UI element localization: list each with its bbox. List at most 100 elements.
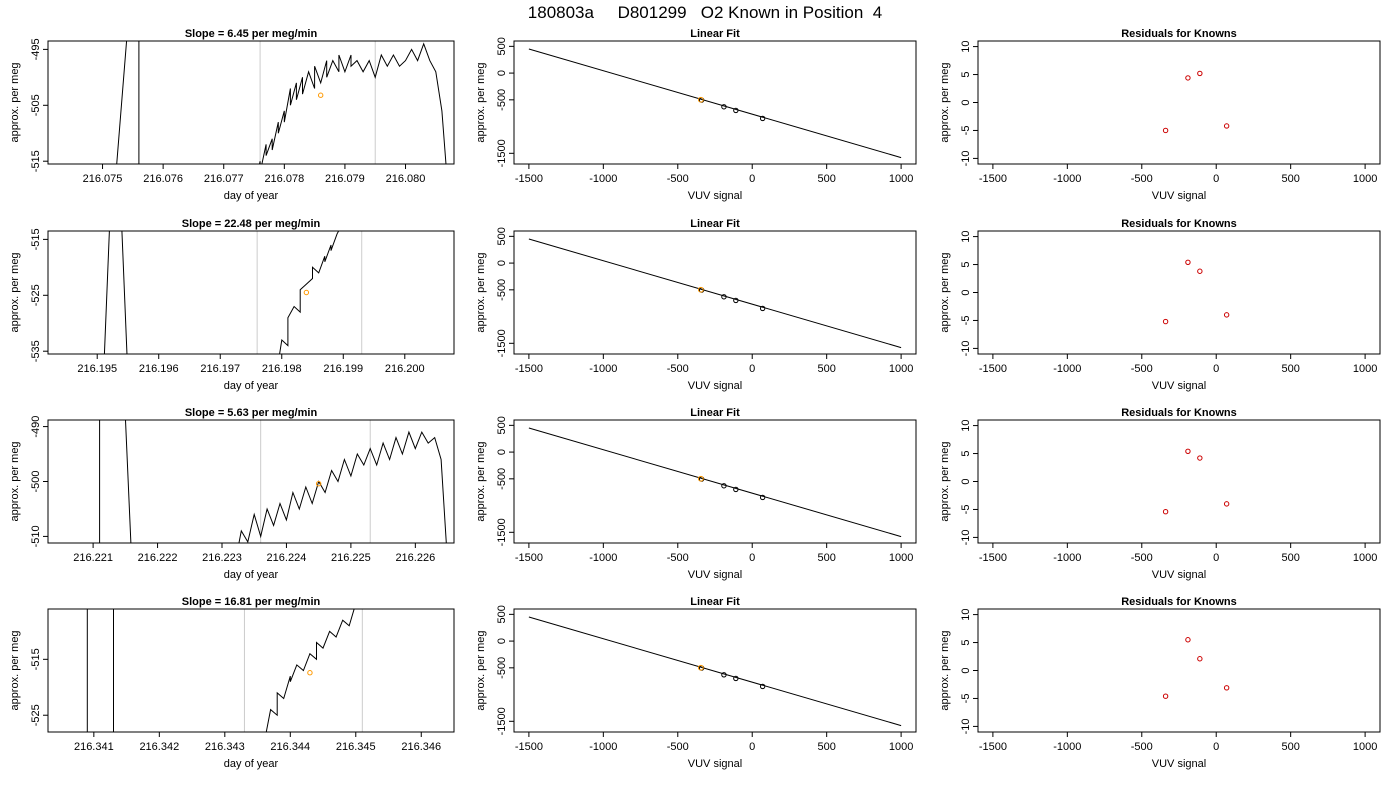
panel-r0-c2: Residuals for Knowns -1500 -1000 -500 0 500 10…: [939, 28, 1381, 202]
y-tick-label: 5: [960, 639, 972, 645]
y-tick-label: -10: [960, 150, 972, 166]
y-tick-label: -490: [30, 416, 42, 438]
y-tick-label: 10: [960, 40, 972, 52]
x-tick-label: 0: [749, 173, 755, 185]
y-tick-label: -500: [496, 657, 508, 679]
panel-r1-c1: Linear Fit -1500 -1000 -500 0 500 1000 500 0 -500…: [475, 218, 917, 392]
x-tick-label: 1000: [1353, 552, 1377, 564]
x-tick-label: 1000: [889, 741, 913, 753]
fit-point: [733, 675, 739, 682]
x-tick-label: -1000: [1053, 552, 1081, 564]
plot-area: [528, 427, 902, 538]
x-tick-label: 216.345: [336, 741, 376, 753]
y-tick-label: 10: [960, 230, 972, 242]
y-tick-label: 0: [960, 99, 972, 105]
y-tick-label: -495: [30, 38, 42, 60]
y-tick-label: 10: [960, 419, 972, 431]
figure-title: 180803a D801299 O2 Known in Position 4: [528, 3, 882, 22]
x-tick-label: -1000: [1053, 363, 1081, 375]
y-tick-label: 10: [960, 608, 972, 620]
x-tick-label: 500: [1281, 173, 1299, 185]
panel-r1-c2: Residuals for Knowns -1500 -1000 -500 0 500 10…: [939, 218, 1381, 392]
x-axis-label: VUV signal: [688, 380, 742, 392]
x-tick-label: 500: [1281, 552, 1299, 564]
y-tick-label: 500: [496, 605, 508, 623]
y-tick-label: 0: [960, 289, 972, 295]
residual-point: [1185, 637, 1191, 643]
x-tick-label: -500: [1131, 363, 1153, 375]
panel-r3-c2: Residuals for Knowns -1500 -1000 -500 0 500 10…: [939, 596, 1381, 770]
y-tick-label: 0: [496, 260, 508, 266]
y-tick-label: -10: [960, 529, 972, 545]
x-tick-label: -1500: [515, 552, 543, 564]
y-tick-label: -510: [30, 525, 42, 547]
y-axis-label: approx. per meg: [475, 62, 487, 142]
fit-line: [528, 48, 902, 159]
x-tick-label: 216.078: [264, 173, 304, 185]
fit-point: [733, 297, 739, 304]
known-highlight-point: [697, 475, 704, 482]
y-tick-label: -10: [960, 718, 972, 734]
fit-point: [721, 672, 727, 678]
panel-title: Linear Fit: [690, 407, 740, 419]
residual-point: [1162, 318, 1169, 325]
fit-point: [733, 486, 739, 493]
panel-title: Slope = 6.45 per meg/min: [185, 28, 318, 40]
x-tick-label: 0: [749, 552, 755, 564]
x-tick-label: 1000: [1353, 363, 1377, 375]
known-highlight-point: [697, 286, 704, 293]
plot-area: [86, 609, 363, 732]
residual-point: [1197, 656, 1203, 662]
x-tick-label: 216.341: [74, 741, 114, 753]
y-tick-label: 0: [960, 667, 972, 673]
x-tick-label: 0: [1213, 552, 1219, 564]
y-axis-label: approx. per meg: [939, 630, 951, 710]
plot-area: [528, 238, 902, 349]
panel-r3-c0: Slope = 16.81 per meg/min 216.341 216.342 2…: [9, 596, 455, 770]
panel-title: Residuals for Knowns: [1121, 28, 1237, 40]
plot-area: [1162, 448, 1230, 515]
panel-r1-c0: Slope = 22.48 per meg/min 216.195 216.196 2…: [9, 218, 455, 392]
x-tick-label: 216.196: [139, 363, 179, 375]
panel-r2-c1: Linear Fit -1500 -1000 -500 0 500 1000 500 0 -500…: [475, 407, 917, 581]
y-tick-label: 5: [960, 261, 972, 267]
x-tick-label: 216.079: [325, 173, 365, 185]
x-tick-label: -1000: [589, 173, 617, 185]
x-tick-label: 216.342: [139, 741, 179, 753]
plot-area: [1162, 259, 1230, 325]
known-point: [307, 670, 313, 676]
x-tick-label: 216.343: [205, 741, 245, 753]
x-tick-label: -1000: [1053, 173, 1081, 185]
plot-frame: [47, 40, 455, 165]
x-tick-label: 500: [817, 363, 835, 375]
x-tick-label: -1500: [979, 741, 1007, 753]
plot-frame: [977, 230, 1381, 355]
y-tick-label: -5: [960, 505, 972, 515]
x-tick-label: 216.077: [204, 173, 244, 185]
panel-title: Slope = 16.81 per meg/min: [182, 596, 321, 608]
residual-point: [1197, 70, 1203, 77]
residual-point: [1223, 123, 1230, 129]
y-tick-label: 5: [960, 450, 972, 456]
residual-point: [1223, 501, 1230, 507]
y-axis-label: approx. per meg: [939, 62, 951, 142]
residual-point: [1185, 259, 1191, 266]
x-tick-label: 216.080: [386, 173, 426, 185]
panel-r2-c0: Slope = 5.63 per meg/min 216.221 216.222 21…: [9, 407, 455, 581]
fit-line: [528, 427, 902, 538]
known-point: [315, 480, 322, 487]
y-tick-label: -515: [30, 228, 42, 250]
x-tick-label: -500: [667, 363, 689, 375]
fit-point: [759, 683, 766, 690]
x-tick-label: -1500: [515, 173, 543, 185]
y-tick-label: -500: [496, 279, 508, 301]
known-point: [303, 289, 310, 296]
y-axis-label: approx. per meg: [939, 252, 951, 332]
y-tick-label: -5: [960, 126, 972, 136]
x-tick-label: 216.195: [77, 363, 117, 375]
x-tick-label: 1000: [1353, 173, 1377, 185]
panel-r0-c0: Slope = 6.45 per meg/min 216.075 216.076 21…: [9, 28, 455, 202]
fit-point: [759, 494, 766, 501]
residual-point: [1223, 685, 1230, 691]
